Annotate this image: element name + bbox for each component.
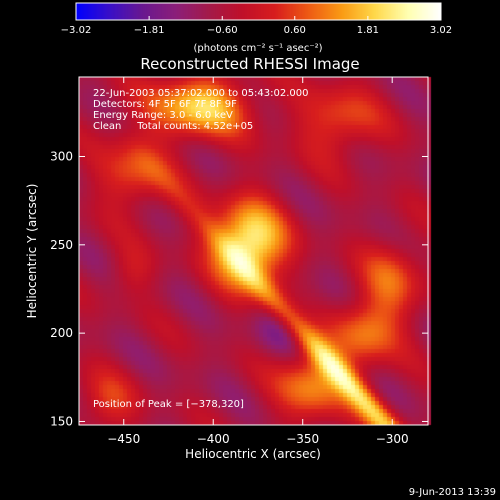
y-tick-label: 200 [50, 326, 73, 340]
y-axis-label: Heliocentric Y (arcsec) [25, 184, 39, 319]
annotation-clean: Clean Total counts: 4.52e+05 [93, 121, 253, 132]
footer-date: 9-Jun-2013 13:39 [408, 487, 496, 498]
x-axis-label: Heliocentric X (arcsec) [185, 447, 321, 461]
y-tick-label: 150 [50, 414, 73, 428]
annotation-detectors: Detectors: 4F 5F 6F 7F 8F 9F [93, 99, 237, 110]
colorbar-units: (photons cm⁻² s⁻¹ asec⁻²) [193, 43, 322, 54]
x-tick-label: −350 [286, 432, 319, 446]
colorbar-tick-label: 0.60 [284, 25, 306, 36]
colorbar-tick-label: −0.60 [207, 25, 238, 36]
y-tick-label: 300 [50, 149, 73, 163]
colorbar-frame [75, 2, 442, 21]
x-axis-ticks: −450 −400 −350 −300 [107, 77, 409, 446]
colorbar-ticks: −3.02 −1.81 −0.60 0.60 1.81 3.02 [61, 16, 452, 36]
colorbar-tick-label: 3.02 [430, 25, 452, 36]
y-axis-ticks: 150 200 250 300 [50, 149, 428, 428]
colorbar-tick-label: 1.81 [357, 25, 379, 36]
colorbar-tick-label: −3.02 [61, 25, 92, 36]
annotation-energy: Energy Range: 3.0 - 6.0 keV [93, 110, 233, 121]
y-tick-label: 250 [50, 238, 73, 252]
x-tick-label: −300 [376, 432, 409, 446]
peak-position-label: Position of Peak = [−378,320] [93, 399, 244, 410]
x-tick-label: −450 [107, 432, 140, 446]
annotation-time: 22-Jun-2003 05:37:02.000 to 05:43:02.000 [93, 88, 309, 99]
chart-title: Reconstructed RHESSI Image [140, 55, 359, 73]
x-tick-label: −400 [197, 432, 230, 446]
plot-frame [78, 76, 429, 426]
colorbar-tick-label: −1.81 [134, 25, 165, 36]
